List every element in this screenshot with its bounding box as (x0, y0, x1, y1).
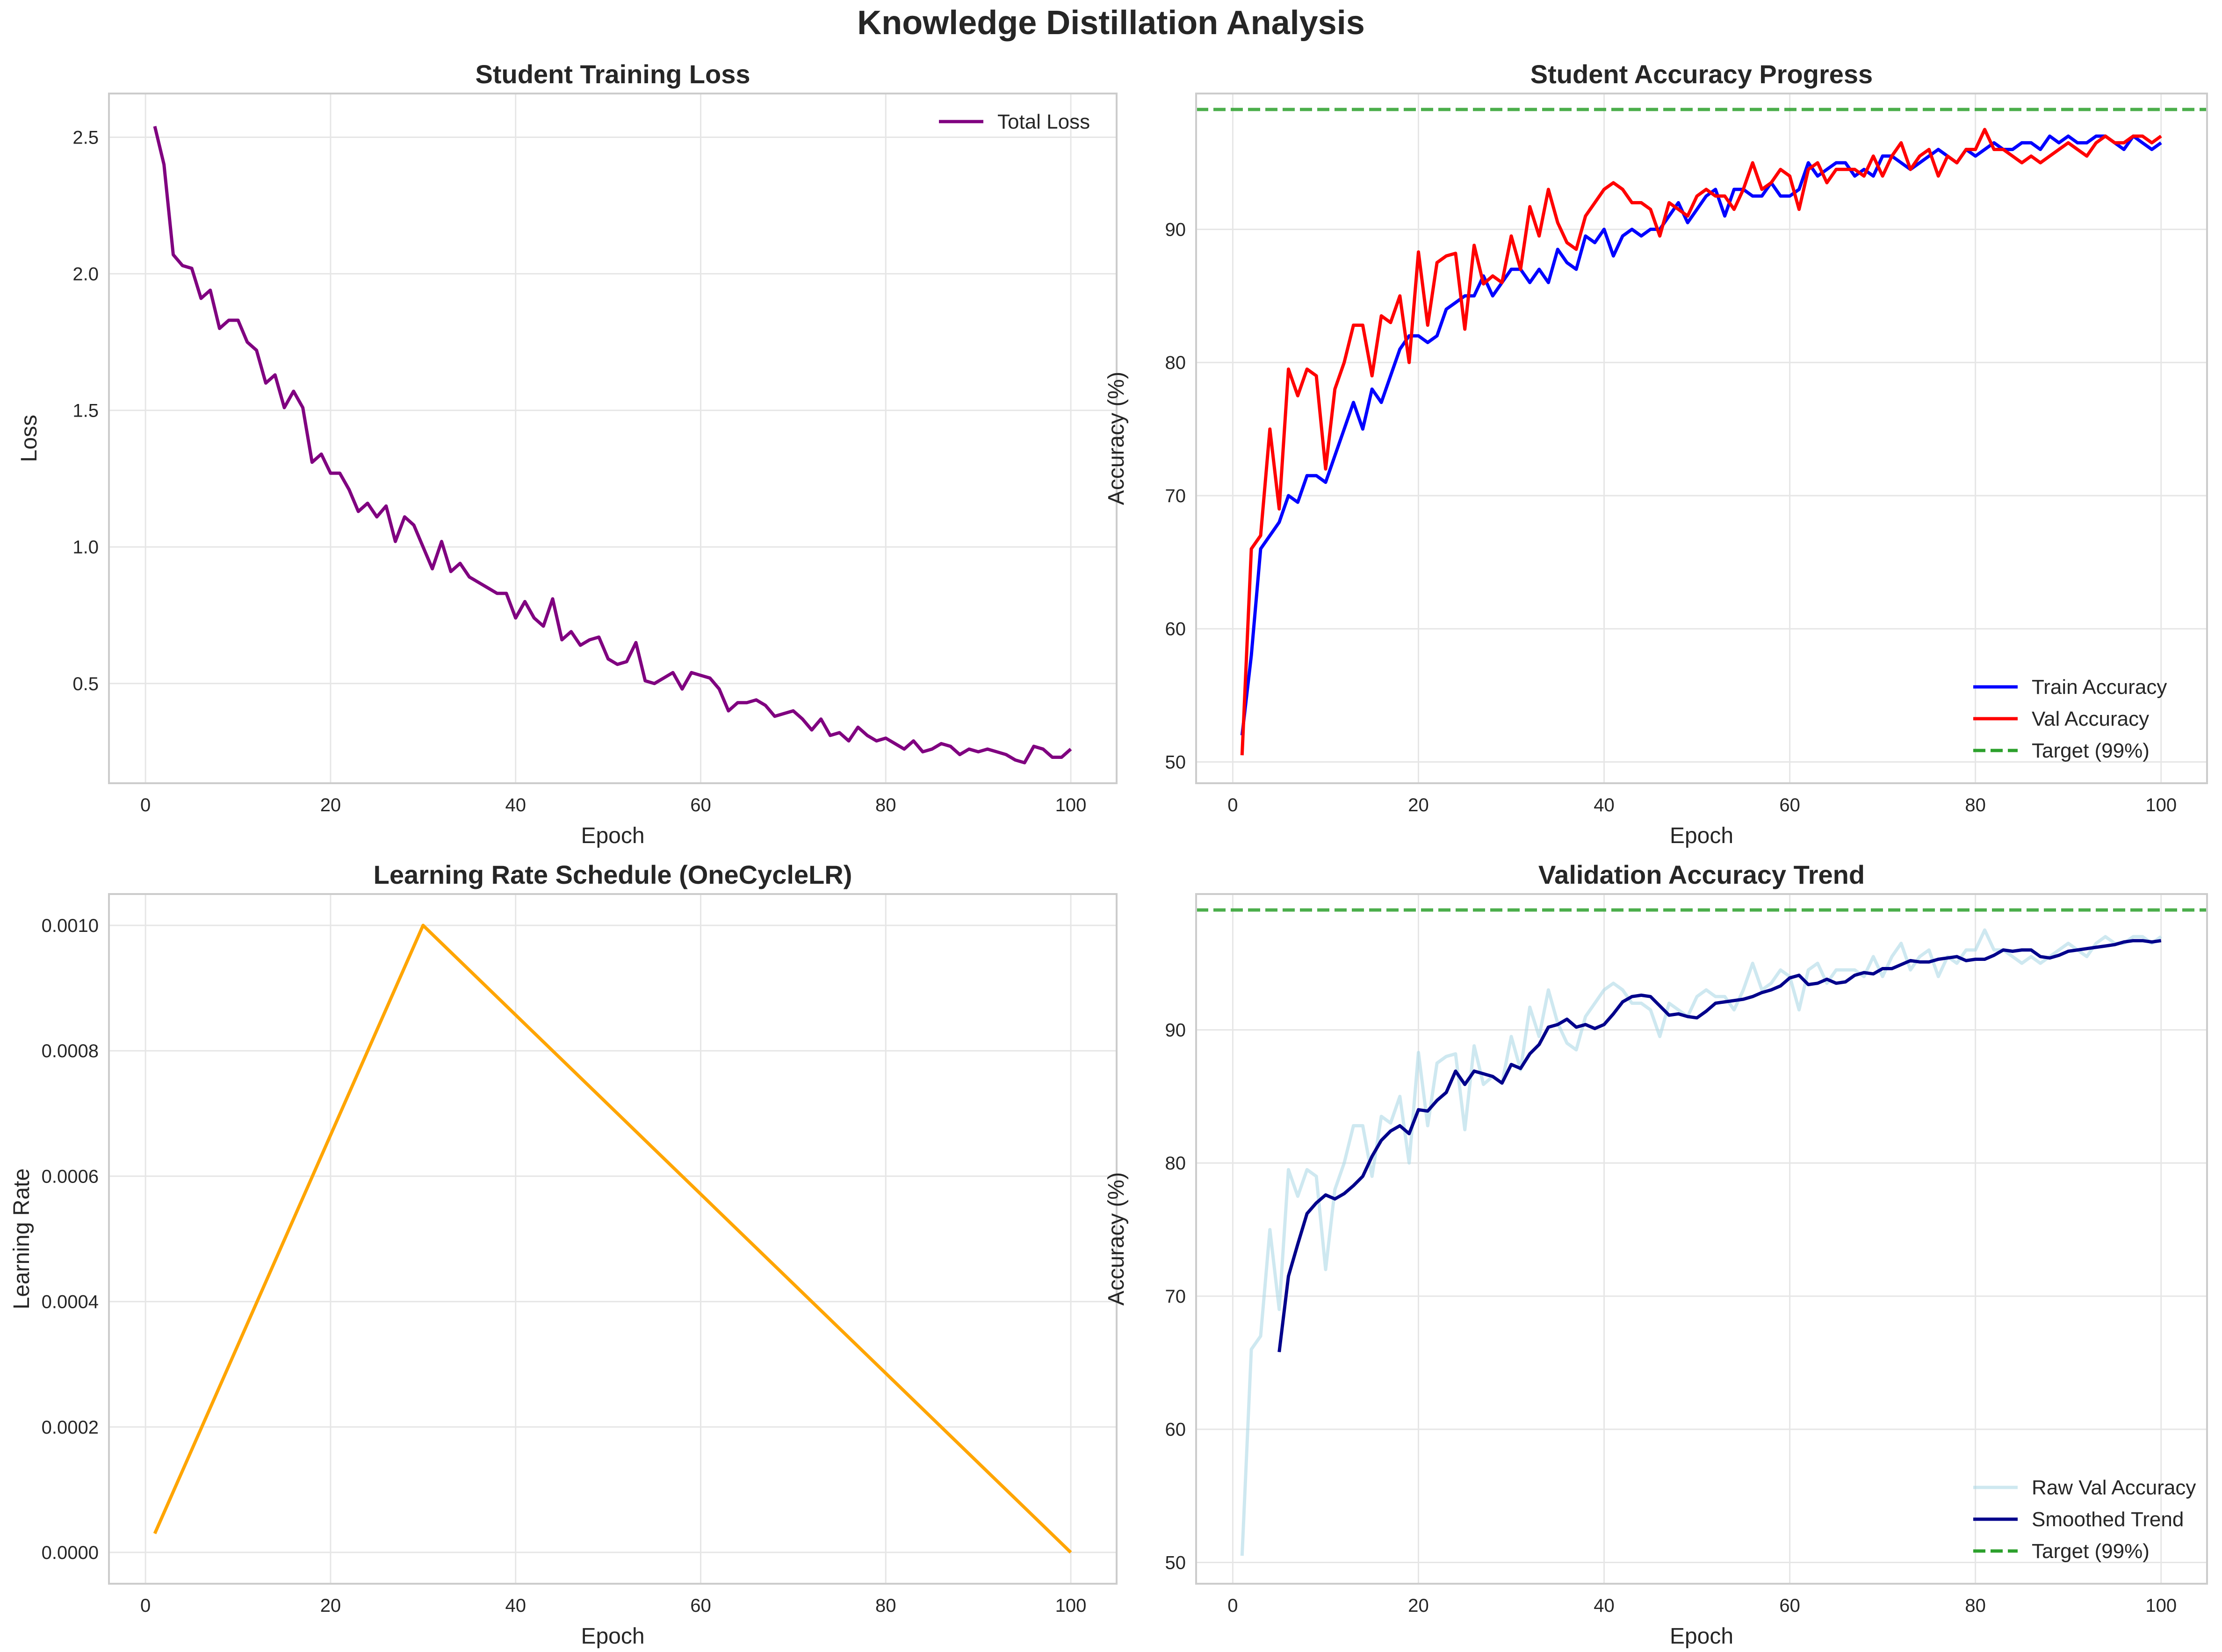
y-tick-label: 70 (1165, 1286, 1186, 1307)
series-line (1240, 128, 2162, 756)
y-tick-label: 60 (1165, 619, 1186, 640)
x-tick-label: 100 (1055, 795, 1087, 815)
x-tick-label: 100 (2145, 1595, 2177, 1616)
x-tick-label: 40 (1594, 795, 1615, 815)
y-axis-label: Accuracy (%) (1104, 372, 1129, 505)
legend-label: Target (99%) (2032, 739, 2150, 762)
y-tick-label: 80 (1165, 1153, 1186, 1174)
x-axis-label: Epoch (581, 823, 644, 848)
y-tick-label: 90 (1165, 219, 1186, 240)
y-tick-label: 90 (1165, 1020, 1186, 1040)
x-tick-label: 60 (690, 1595, 711, 1616)
y-tick-label: 0.0006 (42, 1166, 99, 1187)
chart-title: Learning Rate Schedule (OneCycleLR) (374, 860, 852, 889)
legend: Total Loss (939, 110, 1090, 133)
x-tick-label: 20 (320, 1595, 341, 1616)
x-tick-label: 40 (505, 1595, 526, 1616)
y-tick-label: 1.5 (72, 401, 99, 421)
chart-lr: 0 20 40 60 80 100 0.0000 0.0002 0.0004 0.0006 0.00… (9, 860, 1118, 1649)
legend-label: Smoothed Trend (2032, 1508, 2184, 1531)
x-tick-label: 20 (1408, 1595, 1429, 1616)
legend-label: Total Loss (997, 110, 1090, 133)
legend-label: Target (99%) (2032, 1540, 2150, 1563)
y-tick-label: 80 (1165, 353, 1186, 373)
series-line (1240, 928, 2162, 1556)
x-tick-label: 60 (1779, 1595, 1800, 1616)
plot-frame (108, 893, 1118, 1585)
legend-label: Val Accuracy (2032, 707, 2149, 730)
y-tick-label: 0.0000 (42, 1543, 99, 1563)
x-axis-label: Epoch (581, 1624, 644, 1649)
legend-label: Train Accuracy (2032, 676, 2167, 699)
y-axis-label: Accuracy (%) (1104, 1172, 1129, 1306)
y-tick-label: 50 (1165, 1552, 1186, 1573)
x-axis-label: Epoch (1670, 823, 1733, 848)
x-tick-label: 40 (1594, 1595, 1615, 1616)
y-axis-label: Learning Rate (9, 1169, 34, 1310)
series-line (1277, 939, 2162, 1352)
x-tick-label: 60 (1779, 795, 1800, 815)
x-tick-label: 0 (1227, 1595, 1238, 1616)
series-line (153, 126, 1072, 765)
y-tick-label: 50 (1165, 752, 1186, 772)
x-tick-label: 0 (140, 795, 151, 815)
legend: Train Accuracy Val Accuracy Target (99%) (1973, 676, 2167, 762)
x-tick-label: 0 (140, 1595, 151, 1616)
y-tick-label: 0.0004 (42, 1292, 99, 1313)
x-tick-label: 80 (875, 795, 896, 815)
y-axis-label: Loss (17, 415, 42, 462)
y-tick-label: 0.0008 (42, 1041, 99, 1061)
legend: Raw Val Accuracy Smoothed Trend Target (99… (1973, 1476, 2196, 1563)
x-tick-label: 100 (2145, 795, 2177, 815)
x-tick-label: 80 (1965, 795, 1986, 815)
series-line (1240, 134, 2162, 736)
chart-title: Validation Accuracy Trend (1538, 860, 1865, 889)
x-tick-label: 80 (875, 1595, 896, 1616)
series-line (153, 923, 1072, 1554)
plot-frame (1195, 93, 2208, 784)
plot-frame (108, 93, 1118, 784)
x-tick-label: 0 (1227, 795, 1238, 815)
x-tick-label: 80 (1965, 1595, 1986, 1616)
x-axis-label: Epoch (1670, 1624, 1733, 1649)
y-tick-label: 70 (1165, 486, 1186, 506)
y-tick-label: 0.0010 (42, 916, 99, 936)
y-tick-label: 60 (1165, 1420, 1186, 1440)
y-tick-label: 1.0 (72, 537, 99, 558)
y-tick-label: 0.5 (72, 674, 99, 694)
x-tick-label: 40 (505, 795, 526, 815)
chart-title: Student Accuracy Progress (1530, 59, 1873, 89)
x-tick-label: 60 (690, 795, 711, 815)
chart-trend: 0 20 40 60 80 100 50 60 70 80 90 Validation Accurac… (1104, 860, 2208, 1649)
y-tick-label: 2.5 (72, 127, 99, 148)
plot-frame (1195, 893, 2208, 1585)
x-tick-label: 20 (1408, 795, 1429, 815)
y-tick-label: 2.0 (72, 264, 99, 285)
x-tick-label: 100 (1055, 1595, 1087, 1616)
x-tick-label: 20 (320, 795, 341, 815)
figure-title: Knowledge Distillation Analysis (857, 4, 1365, 42)
chart-title: Student Training Loss (475, 59, 750, 89)
chart-loss: 0 20 40 60 80 100 0.5 1.0 1.5 2.0 2.5 Student Train… (17, 59, 1118, 848)
legend-label: Raw Val Accuracy (2032, 1476, 2196, 1499)
y-tick-label: 0.0002 (42, 1417, 99, 1438)
chart-accuracy: 0 20 40 60 80 100 50 60 70 80 90 Student Accuracy P… (1104, 59, 2208, 848)
